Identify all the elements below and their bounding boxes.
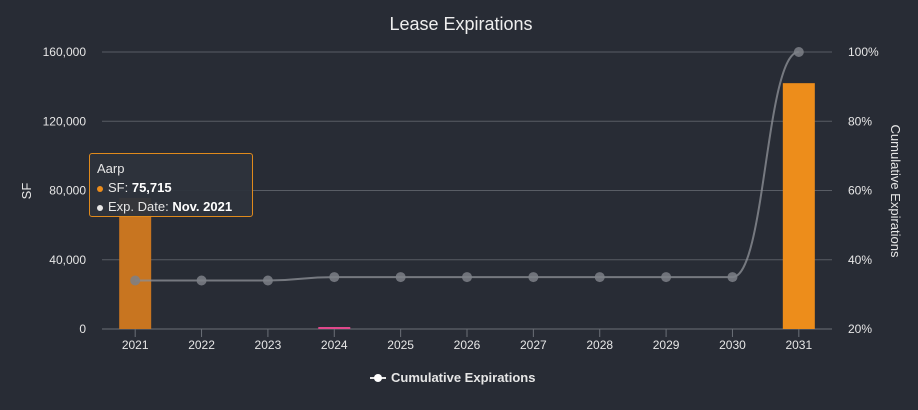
tooltip-sf-value: 75,715 [131,180,172,195]
cumulative-point-2023 [262,275,273,286]
cumulative-point-2024 [329,272,340,283]
orange-dot-icon [97,185,103,192]
chart-title: Lease Expirations [389,14,532,34]
x-tick-label: 2029 [653,338,680,352]
cumulative-point-2026 [462,272,472,283]
y-tick-label: 120,000 [43,114,87,128]
cumulative-point-2027 [528,272,539,283]
tooltip-name: Aarp [97,161,125,176]
x-tick-label: 2030 [719,338,746,352]
y2-tick-label: 60% [848,184,872,198]
y-tick-label: 160,000 [43,45,87,59]
x-tick-label: 2025 [387,338,414,352]
tooltip-date-label: Exp. Date: [108,199,173,214]
y2-tick-label: 80% [848,114,872,128]
y2-tick-label: 40% [848,253,872,267]
x-tick-label: 2023 [255,338,282,352]
tooltip: Aarp SF: 75,715 Exp. Date: Nov. 2021 [89,153,253,217]
cumulative-point-2030 [727,272,738,283]
legend-label: Cumulative Expirations [391,370,536,385]
tooltip-sf-label: SF: [108,180,132,195]
x-tick-label: 2022 [188,338,215,352]
tooltip-sf: SF: 75,715 [97,178,245,197]
tooltip-date-value: Nov. 2021 [172,199,233,214]
cumulative-point-2028 [594,272,605,283]
bar-2021 [119,197,152,329]
y-tick-label: 80,000 [49,184,86,198]
white-dot-icon [97,204,103,211]
tooltip-date: Exp. Date: Nov. 2021 [97,197,245,216]
line-marker-icon [370,373,386,383]
bar-2024 [318,327,351,329]
bar-2031 [782,83,815,329]
y2-axis-title: Cumulative Expirations [888,125,903,258]
cumulative-point-2025 [395,272,406,283]
legend-item-cumulative-expirations[interactable]: Cumulative Expirations [370,370,535,385]
x-tick-label: 2028 [586,338,613,352]
x-tick-label: 2024 [321,338,348,352]
cumulative-point-2031 [793,47,804,57]
x-tick-label: 2021 [122,338,149,352]
y2-tick-label: 20% [848,322,872,336]
y-tick-label: 0 [79,322,86,336]
y-tick-label: 40,000 [49,253,86,267]
cumulative-point-2021 [130,275,141,286]
cumulative-point-2029 [661,272,672,283]
x-tick-label: 2031 [785,338,812,352]
y-axis-title: SF [19,183,34,200]
x-tick-label: 2026 [454,338,481,352]
x-tick-label: 2027 [520,338,547,352]
cumulative-point-2022 [196,275,207,286]
y2-tick-label: 100% [848,45,879,59]
